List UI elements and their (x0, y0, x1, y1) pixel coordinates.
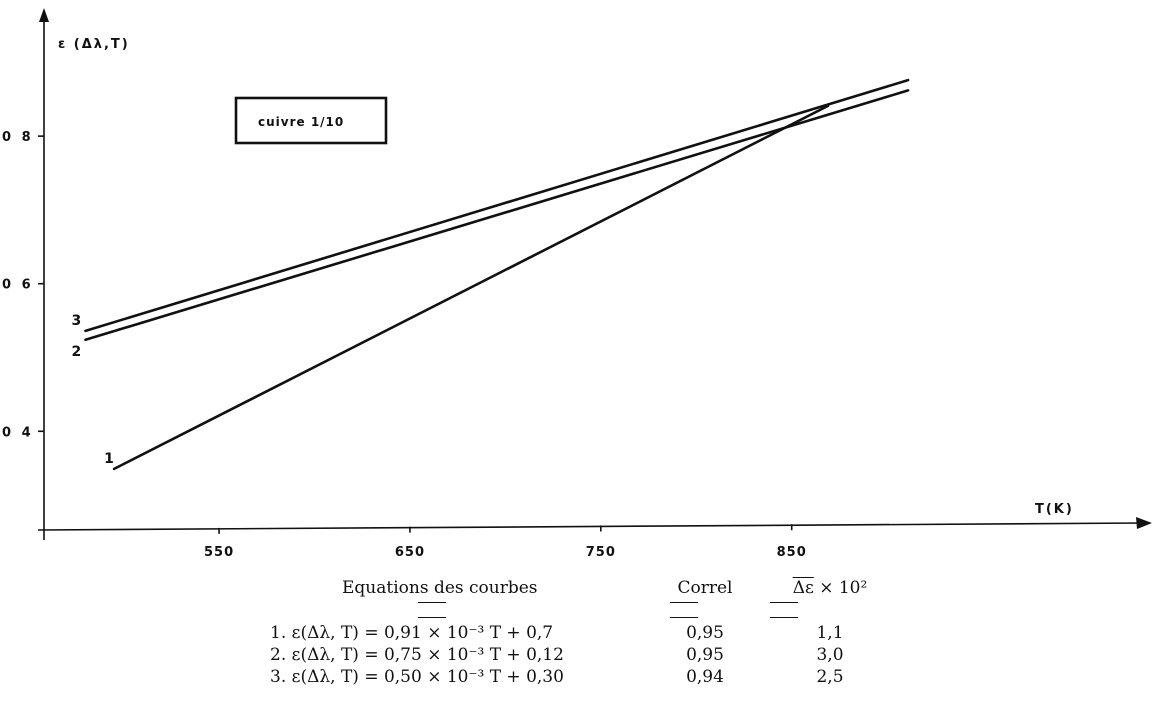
x-tick-label: 650 (395, 545, 425, 560)
x-tick-label: 750 (586, 545, 616, 560)
inset-frame (234, 96, 388, 145)
row-number: 3. (270, 667, 287, 687)
row-correl: 0,95 (686, 645, 724, 665)
row-number: 2. (270, 645, 287, 665)
row-number: 1. (270, 623, 287, 643)
row-equation-text: ε(Δλ, T) = 0,50 × 10⁻³ T + 0,30 (291, 667, 564, 687)
inset-label: cuivre 1/10 (258, 115, 344, 129)
header-deviation-suffix: × 10² (819, 578, 868, 598)
y-tick-label: 0 4 (2, 425, 34, 440)
series-line-1 (112, 104, 830, 471)
underline-correl (670, 602, 698, 623)
series-label-1: 1 (104, 451, 114, 467)
row-equation: 2. ε(Δλ, T) = 0,75 × 10⁻³ T + 0,12 (270, 645, 650, 665)
series-label-2: 2 (71, 344, 81, 360)
series-label-3: 3 (71, 313, 81, 329)
header-equations: Equations des courbes (342, 578, 538, 598)
inset-box: cuivre 1/10 (234, 96, 388, 145)
row-equation-text: ε(Δλ, T) = 0,75 × 10⁻³ T + 0,12 (291, 645, 564, 665)
x-axis-label: T(K) (1035, 502, 1074, 517)
row-correl: 0,94 (686, 667, 724, 687)
underline-deviation (770, 602, 798, 623)
labels: ε (Δλ,T) T(K) (58, 37, 1074, 517)
axes (37, 8, 1152, 540)
header-correl: Correl (677, 578, 733, 598)
row-deviation: 2,5 (816, 667, 844, 687)
x-axis (37, 522, 1146, 531)
row-deviation: 1,1 (816, 623, 844, 643)
series-group: 1 2 3 (71, 78, 910, 471)
row-equation: 1. ε(Δλ, T) = 0,91 × 10⁻³ T + 0,7 (270, 623, 650, 643)
row-correl: 0,95 (686, 623, 724, 643)
series-line-3 (84, 78, 910, 333)
row-equation: 3. ε(Δλ, T) = 0,50 × 10⁻³ T + 0,30 (270, 667, 650, 687)
y-axis-label: ε (Δλ,T) (58, 37, 130, 52)
y-tick-label: 0 6 (2, 278, 34, 293)
y-axis-arrow (39, 8, 49, 22)
row-equation-text: ε(Δλ, T) = 0,91 × 10⁻³ T + 0,7 (291, 623, 554, 643)
underline-equations (418, 602, 446, 623)
x-tick-label: 550 (204, 545, 234, 560)
ticks: 0 4 0 6 0 8 550 650 750 850 (2, 130, 807, 560)
x-tick-label: 850 (777, 545, 807, 560)
header-deviation: Δε × 10² (770, 578, 890, 598)
x-axis-arrow (1136, 517, 1152, 529)
series-line-2 (84, 89, 910, 342)
row-deviation: 3,0 (816, 645, 844, 665)
y-tick-label: 0 8 (2, 130, 34, 145)
header-deviation-symbol: Δε (792, 578, 814, 598)
